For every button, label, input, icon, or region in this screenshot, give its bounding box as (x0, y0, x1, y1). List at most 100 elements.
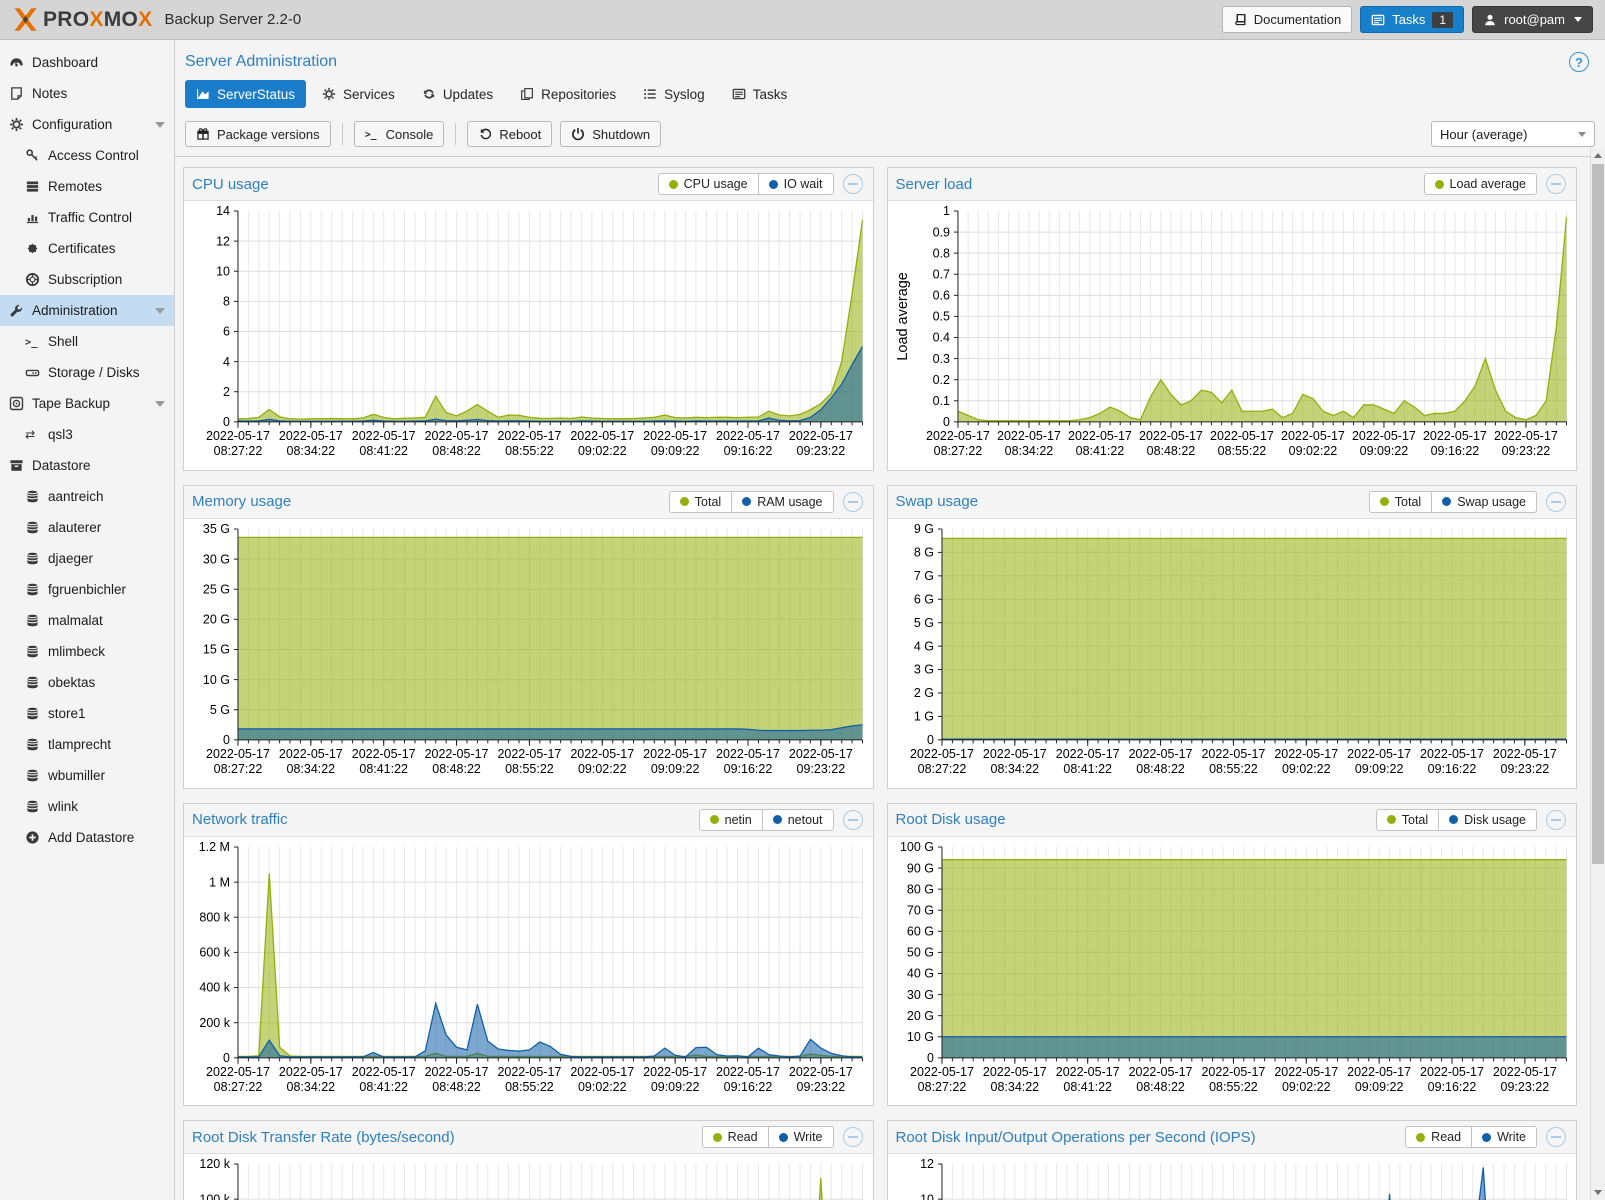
sidebar-item-administration[interactable]: Administration (0, 295, 174, 326)
legend-dot-icon (768, 179, 778, 189)
shutdown-button[interactable]: Shutdown (560, 121, 662, 147)
svg-text:09:02:22: 09:02:22 (1281, 762, 1330, 776)
legend-item-read[interactable]: Read (703, 1127, 768, 1147)
sidebar-item-djaeger[interactable]: djaeger (0, 543, 174, 574)
panel-collapse-icon[interactable] (842, 174, 863, 194)
legend-dot-icon (1442, 497, 1452, 507)
power-icon (571, 127, 585, 141)
legend-network: netin netout (698, 808, 834, 831)
legend-item-swap-usage[interactable]: Swap usage (1431, 491, 1536, 512)
tasks-button[interactable]: Tasks 1 (1360, 6, 1465, 33)
sidebar-item-access-control[interactable]: Access Control (0, 140, 174, 171)
panel-collapse-icon[interactable] (842, 809, 863, 830)
legend-item-total[interactable]: Total (1370, 492, 1431, 512)
svg-text:2022-05-17: 2022-05-17 (1274, 1064, 1338, 1078)
tab-serverstatus[interactable]: ServerStatus (185, 80, 307, 108)
legend-item-total[interactable]: Total (1377, 810, 1438, 830)
svg-text:09:09:22: 09:09:22 (1354, 762, 1403, 776)
tab-syslog[interactable]: Syslog (632, 80, 716, 108)
legend-item-io-wait[interactable]: IO wait (757, 174, 833, 194)
console-button[interactable]: Console (353, 121, 445, 147)
database-icon (25, 551, 40, 566)
svg-text:2022-05-17: 2022-05-17 (1068, 429, 1132, 443)
sidebar-item-dashboard[interactable]: Dashboard (0, 47, 174, 78)
sidebar-item-wlink[interactable]: wlink (0, 791, 174, 822)
legend-item-read[interactable]: Read (1406, 1127, 1471, 1147)
panel-collapse-icon[interactable] (1546, 809, 1566, 830)
series-area-total (941, 859, 1566, 1058)
tab-services[interactable]: Services (311, 80, 406, 108)
collapse-arrow-icon[interactable] (155, 307, 165, 314)
sidebar-item-subscription[interactable]: Subscription (0, 264, 174, 295)
legend-item-write[interactable]: Write (1471, 1127, 1536, 1148)
minus-icon (1551, 183, 1561, 185)
sidebar-item-notes[interactable]: Notes (0, 78, 174, 109)
svg-text:2022-05-17: 2022-05-17 (1492, 1064, 1556, 1078)
panel-body-iops: 0246810122022-05-1708:27:222022-05-1708:… (888, 1154, 1577, 1200)
legend-label: Read (1431, 1130, 1462, 1145)
panel-collapse-icon[interactable] (1546, 1127, 1566, 1148)
tab-updates[interactable]: Updates (411, 80, 504, 108)
sidebar-item-tape-backup[interactable]: Tape Backup (0, 388, 174, 419)
sidebar-item-wbumiller[interactable]: wbumiller (0, 760, 174, 791)
legend-item-netout[interactable]: netout (761, 809, 833, 830)
legend-item-disk-usage[interactable]: Disk usage (1438, 809, 1536, 830)
documentation-button[interactable]: Documentation (1221, 6, 1353, 33)
svg-text:8 G: 8 G (913, 545, 933, 559)
legend-item-netin[interactable]: netin (700, 810, 762, 830)
legend-item-ram-usage[interactable]: RAM usage (731, 491, 832, 512)
proxmox-x-icon (14, 8, 37, 31)
sidebar-item-mlimbeck[interactable]: mlimbeck (0, 636, 174, 667)
panel-collapse-icon[interactable] (1546, 491, 1566, 512)
legend-label: netout (787, 812, 823, 827)
sidebar-item-fgruenbichler[interactable]: fgruenbichler (0, 574, 174, 605)
sidebar-item-obektas[interactable]: obektas (0, 667, 174, 698)
sidebar-item-aantreich[interactable]: aantreich (0, 481, 174, 512)
panel-collapse-icon[interactable] (842, 1127, 863, 1148)
panel-collapse-icon[interactable] (1546, 174, 1566, 194)
scrollbar-down-button[interactable] (1591, 1185, 1605, 1200)
sidebar-item-qsl3[interactable]: qsl3 (0, 419, 174, 450)
sidebar-item-tlamprecht[interactable]: tlamprecht (0, 729, 174, 760)
sidebar-item-remotes[interactable]: Remotes (0, 171, 174, 202)
sidebar-item-malmalat[interactable]: malmalat (0, 605, 174, 636)
sidebar-item-add-datastore[interactable]: Add Datastore (0, 822, 174, 853)
panel-collapse-icon[interactable] (842, 491, 863, 512)
svg-text:2022-05-17: 2022-05-17 (497, 1064, 561, 1078)
sidebar-item-datastore[interactable]: Datastore (0, 450, 174, 481)
toolbar-separator (341, 123, 343, 145)
time-range-select[interactable]: Hour (average) (1431, 121, 1595, 147)
vertical-scrollbar[interactable] (1590, 148, 1605, 1200)
chart-iops: 0246810122022-05-1708:27:222022-05-1708:… (920, 1158, 1567, 1200)
svg-text:2022-05-17: 2022-05-17 (425, 747, 489, 761)
button-label: Reboot (499, 126, 542, 142)
scrollbar-up-button[interactable] (1591, 148, 1605, 163)
legend-dot-icon (668, 179, 678, 189)
legend-item-write[interactable]: Write (767, 1127, 833, 1148)
scrollbar-thumb[interactable] (1592, 164, 1604, 864)
help-icon[interactable]: ? (1569, 52, 1589, 72)
user-menu-button[interactable]: root@pam (1472, 6, 1593, 33)
legend-item-cpu-usage[interactable]: CPU usage (659, 174, 758, 194)
collapse-arrow-icon[interactable] (155, 121, 165, 128)
reboot-button[interactable]: Reboot (467, 121, 553, 147)
sidebar-item-alauterer[interactable]: alauterer (0, 512, 174, 543)
tab-label: Updates (442, 86, 494, 102)
collapse-arrow-icon[interactable] (155, 400, 165, 407)
tab-tasks[interactable]: Tasks (721, 80, 799, 108)
sidebar-item-certificates[interactable]: Certificates (0, 233, 174, 264)
sidebar-item-traffic-control[interactable]: Traffic Control (0, 202, 174, 233)
svg-text:2022-05-17: 2022-05-17 (497, 747, 561, 761)
sidebar-item-configuration[interactable]: Configuration (0, 109, 174, 140)
legend-item-total[interactable]: Total (670, 492, 731, 512)
svg-text:0.3: 0.3 (932, 352, 949, 366)
tab-repositories[interactable]: Repositories (509, 80, 627, 108)
sidebar-item-store1[interactable]: store1 (0, 698, 174, 729)
package-versions-button[interactable]: Package versions (185, 121, 331, 147)
sidebar-item-storage-disks[interactable]: Storage / Disks (0, 357, 174, 388)
svg-text:120 k: 120 k (199, 1158, 230, 1172)
svg-text:08:27:22: 08:27:22 (917, 1079, 966, 1093)
sidebar-item-shell[interactable]: Shell (0, 326, 174, 357)
panel-header-memory: Memory usage Total RAM usage (184, 485, 873, 519)
legend-item-load-average[interactable]: Load average (1425, 174, 1536, 194)
